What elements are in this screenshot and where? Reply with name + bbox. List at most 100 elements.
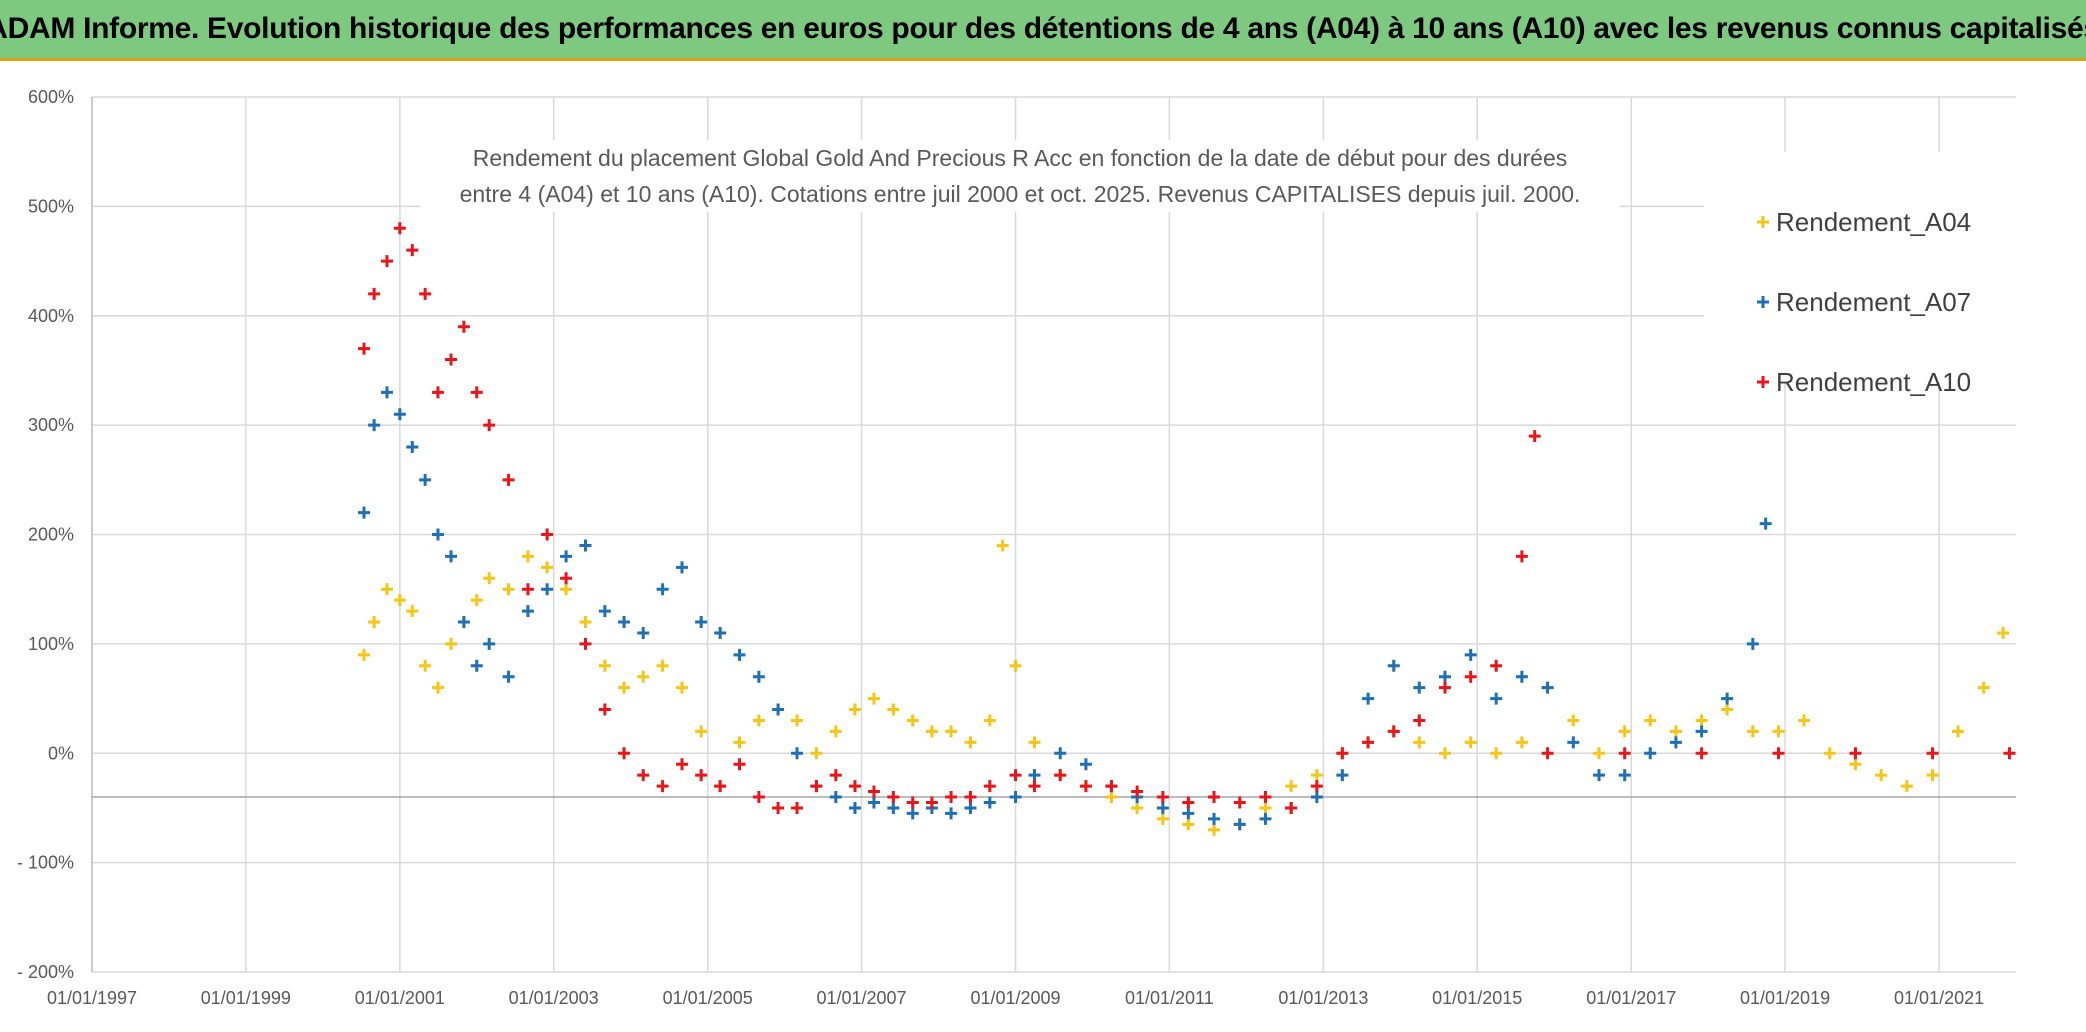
- data-point-Rendement_A10: [1926, 747, 1939, 760]
- data-point-Rendement_A07: [752, 670, 765, 683]
- data-point-Rendement_A10: [675, 758, 688, 771]
- data-point-Rendement_A10: [695, 769, 708, 782]
- data-point-Rendement_A04: [560, 583, 573, 596]
- data-point-Rendement_A07: [1746, 637, 1759, 650]
- data-point-Rendement_A07: [1336, 769, 1349, 782]
- data-point-Rendement_A10: [431, 386, 444, 399]
- data-point-Rendement_A10: [1618, 747, 1631, 760]
- data-point-Rendement_A07: [1387, 659, 1400, 672]
- data-point-Rendement_A04: [867, 692, 880, 705]
- legend-entry-label: Rendement_A04: [1776, 207, 1971, 237]
- data-point-Rendement_A04: [983, 714, 996, 727]
- data-point-Rendement_A04: [1464, 736, 1477, 749]
- data-point-Rendement_A10: [906, 796, 919, 809]
- data-point-Rendement_A10: [925, 796, 938, 809]
- data-point-Rendement_A04: [521, 550, 534, 563]
- data-point-Rendement_A04: [1875, 769, 1888, 782]
- data-point-Rendement_A04: [1310, 769, 1323, 782]
- data-point-Rendement_A10: [1105, 780, 1118, 793]
- data-point-Rendement_A10: [1285, 801, 1298, 814]
- data-point-Rendement_A07: [502, 670, 515, 683]
- data-point-Rendement_A07: [714, 626, 727, 639]
- data-point-Rendement_A10: [541, 528, 554, 541]
- data-point-Rendement_A04: [656, 659, 669, 672]
- data-point-Rendement_A04: [1618, 725, 1631, 738]
- data-point-Rendement_A07: [1464, 648, 1477, 661]
- data-point-Rendement_A10: [791, 801, 804, 814]
- legend-marker-icon: [1757, 296, 1769, 308]
- data-point-Rendement_A04: [829, 725, 842, 738]
- data-point-Rendement_A10: [1009, 769, 1022, 782]
- data-point-Rendement_A10: [470, 386, 483, 399]
- data-point-Rendement_A07: [380, 386, 393, 399]
- data-point-Rendement_A07: [1182, 807, 1195, 820]
- x-tick-label: 01/01/1997: [47, 988, 137, 1008]
- data-point-Rendement_A04: [887, 703, 900, 716]
- data-point-Rendement_A07: [1541, 681, 1554, 694]
- data-point-Rendement_A04: [1644, 714, 1657, 727]
- data-point-Rendement_A04: [1515, 736, 1528, 749]
- data-point-Rendement_A07: [521, 605, 534, 618]
- data-point-Rendement_A07: [637, 626, 650, 639]
- data-point-Rendement_A10: [457, 320, 470, 333]
- data-point-Rendement_A10: [579, 637, 592, 650]
- data-point-Rendement_A10: [1413, 714, 1426, 727]
- data-point-Rendement_A10: [810, 780, 823, 793]
- data-point-Rendement_A07: [772, 703, 785, 716]
- data-point-Rendement_A10: [1849, 747, 1862, 760]
- x-tick-label: 01/01/2007: [816, 988, 906, 1008]
- data-point-Rendement_A10: [656, 780, 669, 793]
- data-point-Rendement_A10: [380, 255, 393, 268]
- data-point-Rendement_A04: [1285, 780, 1298, 793]
- data-point-Rendement_A07: [1618, 769, 1631, 782]
- data-point-Rendement_A07: [867, 796, 880, 809]
- data-point-Rendement_A10: [1310, 780, 1323, 793]
- data-point-Rendement_A07: [560, 550, 573, 563]
- data-point-Rendement_A10: [1387, 725, 1400, 738]
- y-tick-label: - 100%: [17, 853, 74, 873]
- data-point-Rendement_A07: [1054, 747, 1067, 760]
- data-point-Rendement_A10: [867, 785, 880, 798]
- data-point-Rendement_A07: [1759, 517, 1772, 530]
- y-tick-label: 300%: [28, 415, 74, 435]
- data-point-Rendement_A10: [752, 791, 765, 803]
- data-point-Rendement_A04: [470, 594, 483, 607]
- data-point-Rendement_A10: [1079, 780, 1092, 793]
- data-point-Rendement_A07: [1079, 758, 1092, 771]
- data-point-Rendement_A04: [945, 725, 958, 738]
- data-point-Rendement_A10: [733, 758, 746, 771]
- data-point-Rendement_A07: [675, 561, 688, 574]
- data-point-Rendement_A07: [906, 807, 919, 820]
- data-point-Rendement_A04: [1900, 780, 1913, 793]
- data-point-Rendement_A10: [848, 780, 861, 793]
- data-point-Rendement_A04: [1105, 791, 1118, 803]
- data-point-Rendement_A10: [637, 769, 650, 782]
- data-point-Rendement_A04: [406, 605, 419, 618]
- data-point-Rendement_A10: [1054, 769, 1067, 782]
- data-point-Rendement_A07: [431, 528, 444, 541]
- x-tick-label: 01/01/2011: [1125, 988, 1214, 1008]
- data-point-Rendement_A04: [368, 616, 381, 628]
- data-point-Rendement_A07: [541, 583, 554, 596]
- report-title: ADAM Informe. Evolution historique des p…: [0, 12, 2086, 45]
- data-point-Rendement_A04: [598, 659, 611, 672]
- data-point-Rendement_A04: [637, 670, 650, 683]
- data-point-Rendement_A07: [1413, 681, 1426, 694]
- legend-marker-icon: [1757, 376, 1769, 388]
- data-point-Rendement_A04: [1028, 736, 1041, 749]
- data-point-Rendement_A07: [791, 747, 804, 760]
- chart-title-line-1: Rendement du placement Global Gold And P…: [420, 140, 1620, 176]
- data-point-Rendement_A10: [1028, 780, 1041, 793]
- data-point-Rendement_A04: [1009, 659, 1022, 672]
- data-point-Rendement_A04: [1721, 703, 1734, 716]
- data-point-Rendement_A04: [541, 561, 554, 574]
- data-point-Rendement_A04: [1259, 801, 1272, 814]
- data-point-Rendement_A04: [1952, 725, 1965, 738]
- grid: [91, 96, 2016, 973]
- chart-container: 600% 500% 400% 300% 200% 100% 0% - 100% - 200% 01…: [0, 60, 2086, 1032]
- data-point-Rendement_A10: [1182, 796, 1195, 809]
- x-tick-label: 01/01/2021: [1894, 988, 1984, 1008]
- data-point-Rendement_A10: [964, 791, 977, 803]
- data-point-Rendement_A07: [368, 419, 381, 432]
- data-point-Rendement_A07: [829, 791, 842, 803]
